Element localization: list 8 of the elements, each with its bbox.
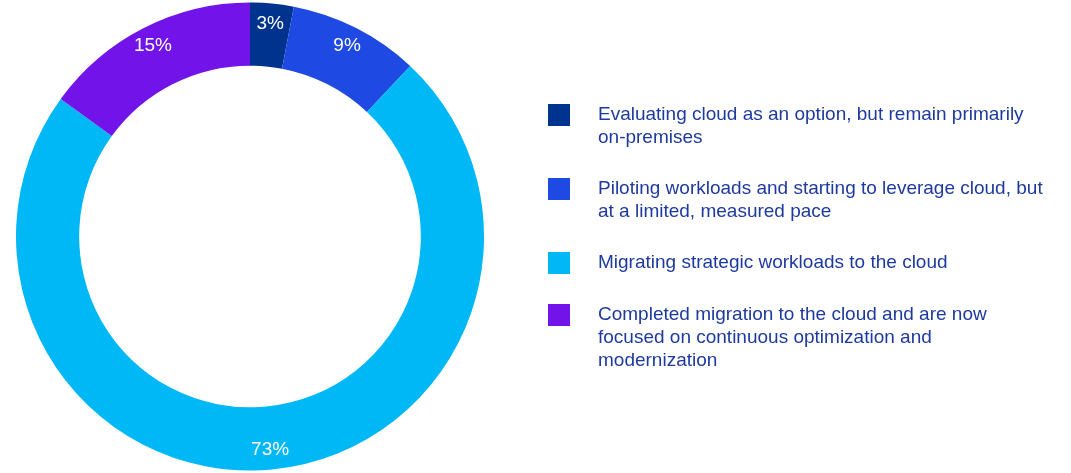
legend-label: Evaluating cloud as an option, but remain primarily on-premises	[598, 102, 1025, 148]
data-label: 73%	[251, 437, 290, 459]
data-label: 15%	[133, 34, 173, 56]
data-label: 9%	[333, 34, 361, 56]
legend-label: Completed migration to the cloud and are now focused on continuous optimization and modernization	[598, 302, 988, 371]
legend-label: Piloting workloads and starting to leverage cloud, but at a limited, measured pace	[598, 176, 1044, 222]
data-label: 3%	[256, 11, 284, 33]
legend-label: Migrating strategic workloads to the cloud	[598, 250, 948, 273]
